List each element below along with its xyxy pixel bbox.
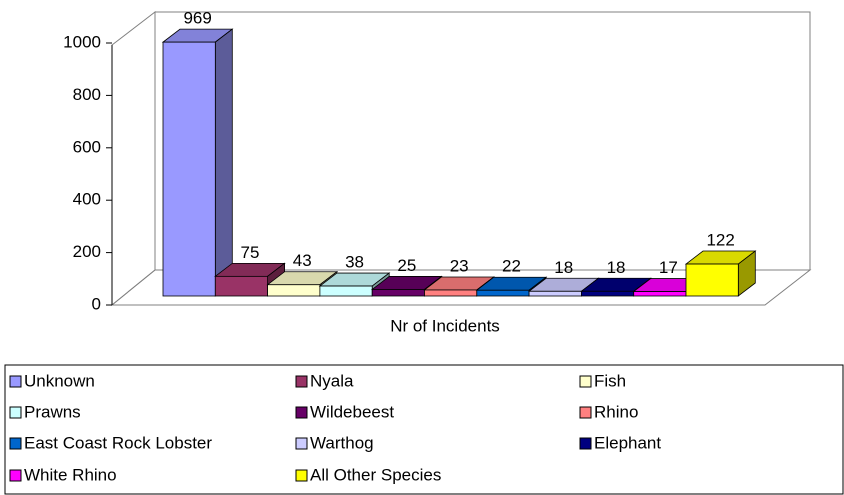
side-wall: [111, 10, 156, 307]
value-label: 122: [706, 231, 734, 250]
legend-label: Unknown: [24, 371, 95, 390]
legend-swatch: [579, 406, 592, 419]
legend-swatch: [9, 375, 22, 388]
value-label: 23: [450, 256, 469, 275]
y-tick-label: 200: [73, 242, 101, 261]
bar: [528, 290, 582, 297]
value-label: 22: [502, 257, 521, 276]
y-tick-label: 400: [73, 190, 101, 209]
legend-label: All Other Species: [310, 465, 441, 484]
x-axis-label: Nr of Incidents: [390, 316, 500, 335]
bar: [214, 275, 269, 297]
value-label: 18: [554, 258, 573, 277]
legend-label: Wildebeest: [310, 402, 394, 421]
value-label: 17: [659, 258, 678, 277]
legend-label: Elephant: [594, 433, 661, 452]
bar-side: [214, 28, 233, 297]
legend-label: Rhino: [594, 402, 638, 421]
value-label: 18: [607, 258, 626, 277]
legend-label: Warthog: [310, 433, 374, 452]
legend-label: East Coast Rock Lobster: [24, 433, 212, 452]
bar: [371, 289, 425, 297]
legend-label: Fish: [594, 371, 626, 390]
legend-swatch: [295, 375, 308, 388]
value-label: 43: [293, 251, 312, 270]
y-tick-label: 800: [73, 85, 101, 104]
bar: [319, 285, 373, 297]
legend-swatch: [295, 406, 308, 419]
legend-swatch: [579, 437, 592, 450]
legend-label: White Rhino: [24, 465, 117, 484]
value-label: 38: [345, 253, 364, 272]
bar: [685, 263, 739, 297]
legend-label: Nyala: [310, 371, 354, 390]
bar: [633, 291, 687, 297]
y-tick-label: 600: [73, 137, 101, 156]
legend-swatch: [9, 406, 22, 419]
legend-box: [4, 364, 844, 495]
bar: [424, 289, 478, 297]
value-label: 75: [240, 243, 259, 262]
bar: [581, 290, 635, 297]
value-label: 969: [183, 9, 211, 28]
legend-swatch: [295, 469, 308, 482]
value-label: 25: [397, 256, 416, 275]
bar: [267, 284, 321, 297]
legend-swatch: [9, 437, 22, 450]
legend-swatch: [579, 375, 592, 388]
bar: [476, 289, 530, 297]
y-tick-label: 1000: [63, 32, 101, 51]
bar: [162, 41, 216, 297]
y-tick-label: 0: [92, 294, 101, 313]
legend-label: Prawns: [24, 402, 81, 421]
legend-swatch: [295, 437, 308, 450]
legend-swatch: [9, 469, 22, 482]
floor: [110, 269, 812, 306]
